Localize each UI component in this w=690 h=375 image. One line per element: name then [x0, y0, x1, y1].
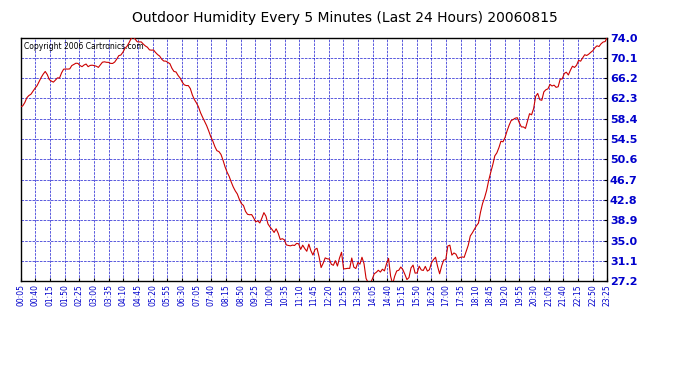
- Text: Copyright 2006 Cartronics.com: Copyright 2006 Cartronics.com: [23, 42, 144, 51]
- Text: Outdoor Humidity Every 5 Minutes (Last 24 Hours) 20060815: Outdoor Humidity Every 5 Minutes (Last 2…: [132, 11, 558, 25]
